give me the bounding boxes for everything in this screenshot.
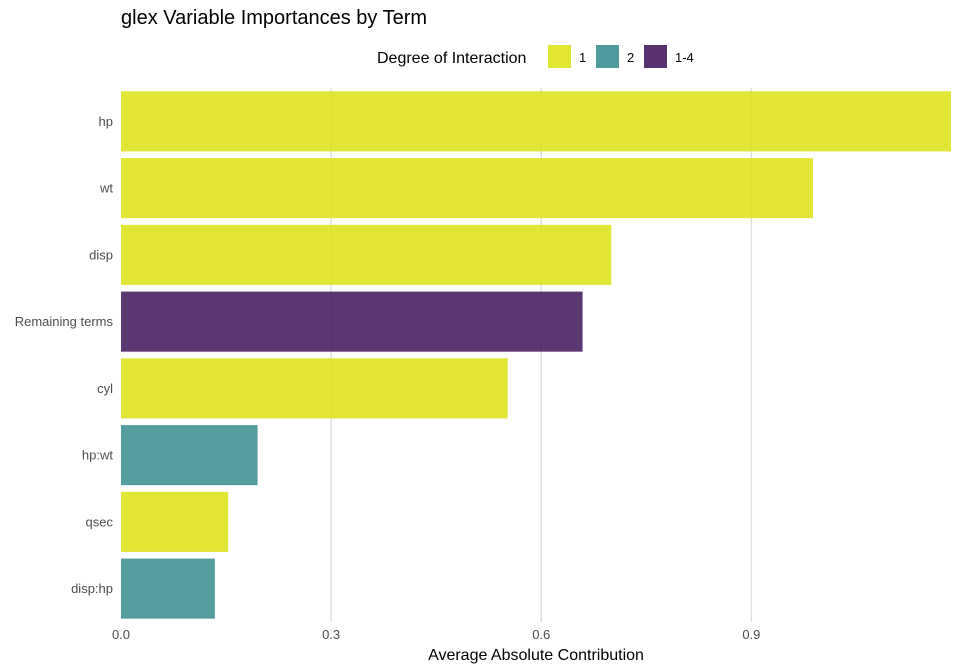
chart-title: glex Variable Importances by Term [121,7,427,29]
y-tick-label: disp [89,247,113,262]
x-axis-labels: 0.0 0.3 0.6 0.9 [112,627,760,642]
legend-key-1 [548,45,571,68]
y-tick-label: wt [99,181,113,196]
y-tick-label: cyl [97,381,113,396]
y-axis-labels: hp wt disp Remaining terms cyl hp:wt qsec disp:… [15,114,114,596]
legend-label-2: 2 [627,50,634,65]
bar-cyl [121,358,508,419]
legend-key-2 [596,45,619,68]
legend-label-1: 1 [579,50,586,65]
bar-hp [121,91,951,152]
y-tick-label: disp:hp [71,581,113,596]
bar-qsec [121,491,229,552]
legend-title: Degree of Interaction [377,50,526,67]
y-tick-label: hp [99,114,113,129]
legend-label-1-4: 1-4 [675,50,694,65]
bar-hp-wt [121,425,258,486]
x-tick-label: 0.9 [742,627,760,642]
bars [121,91,951,619]
y-tick-label: hp:wt [82,448,113,463]
bar-disp-hp [121,558,215,619]
x-tick-label: 0.0 [112,627,130,642]
x-axis-title: Average Absolute Contribution [428,647,644,664]
legend: Degree of Interaction 1 2 1-4 [377,45,694,68]
x-tick-label: 0.3 [322,627,340,642]
x-tick-label: 0.6 [532,627,550,642]
bar-wt [121,158,814,219]
bar-disp [121,224,612,285]
legend-key-1-4 [644,45,667,68]
y-tick-label: Remaining terms [15,314,114,329]
bar-remaining-terms [121,291,583,352]
y-tick-label: qsec [86,514,114,529]
